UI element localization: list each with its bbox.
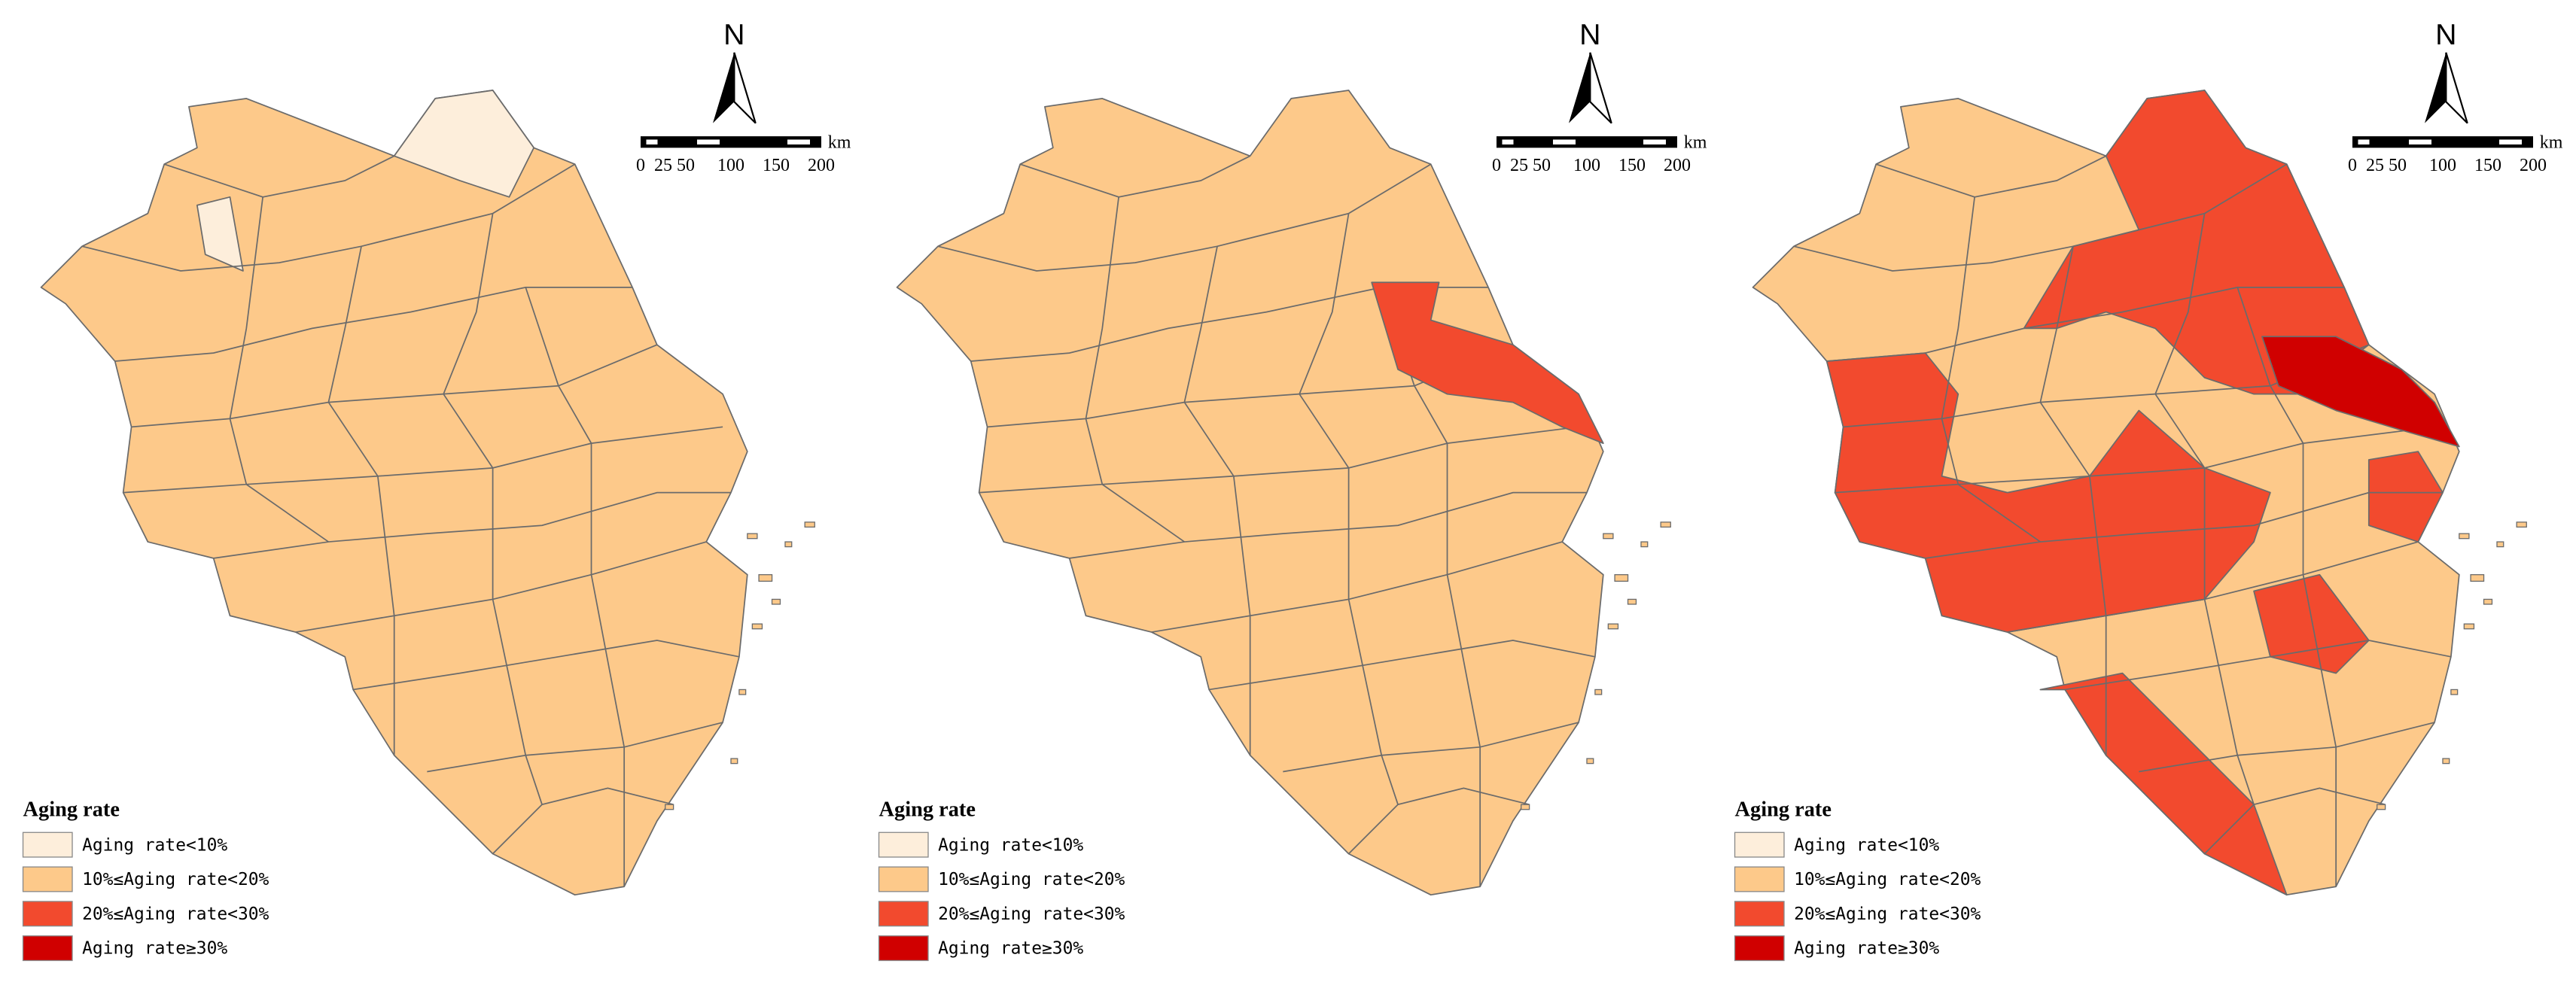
legend-label: 20%≤Aging rate<30% (82, 904, 269, 924)
legend-swatch (878, 831, 929, 858)
legend-label: 10%≤Aging rate<20% (82, 870, 269, 889)
scale-bar (1496, 136, 1677, 148)
scale-unit: km (2540, 132, 2563, 152)
region (2253, 573, 2370, 674)
legend-label: 10%≤Aging rate<20% (938, 870, 1125, 889)
scale-segment (646, 139, 658, 145)
scale-label: 0 (636, 156, 645, 175)
scale-segment (2358, 139, 2370, 145)
scale-label: 25 (2366, 156, 2384, 175)
north-arrow (1568, 52, 1591, 123)
scale-unit: km (828, 132, 851, 152)
scale-label: 100 (1573, 156, 1600, 175)
region (1825, 352, 2271, 633)
scale-label: 150 (1618, 156, 1646, 175)
legend-label: Aging rate<10% (82, 835, 227, 855)
north-arrow (2445, 52, 2468, 124)
legend-label: Aging rate≥30% (1794, 939, 1939, 959)
north-label: N (723, 18, 744, 51)
legend-label: 20%≤Aging rate<30% (1794, 904, 1981, 924)
north-arrow (1589, 52, 1612, 124)
map-panel: N 0 25 50 100 150 200 km Aging rate Aging rate<10… (878, 18, 1707, 962)
scale-segment (2408, 139, 2431, 145)
scale-segment (1552, 139, 1576, 145)
scale-label: 50 (2389, 156, 2407, 175)
north-label: N (2435, 18, 2456, 51)
scale-label: 200 (808, 156, 835, 175)
scale-segment (2498, 139, 2522, 145)
scale-label: 200 (1664, 156, 1691, 175)
legend-swatch (22, 935, 73, 962)
scale-label: 0 (1492, 156, 1501, 175)
north-arrow (712, 52, 735, 123)
north-arrow (2424, 52, 2447, 123)
legend-swatch (1734, 831, 1785, 858)
scale-label: 25 (654, 156, 672, 175)
scale-label: 100 (717, 156, 744, 175)
scale-unit: km (1684, 132, 1707, 152)
legend-swatch (878, 866, 929, 892)
region (2261, 336, 2460, 448)
north-arrow (733, 52, 757, 124)
scale-bar (640, 136, 821, 148)
region (1371, 281, 1604, 445)
legend-title: Aging rate (879, 798, 976, 821)
legend-title: Aging rate (23, 798, 120, 821)
legend-label: 20%≤Aging rate<30% (938, 904, 1125, 924)
region (896, 89, 1604, 896)
region (2039, 672, 2288, 896)
legend-swatch (878, 935, 929, 962)
legend-swatch (1734, 901, 1785, 927)
scale-segment (1502, 139, 1514, 145)
scale-label: 50 (1533, 156, 1551, 175)
scale-label: 0 (2348, 156, 2357, 175)
region (40, 89, 748, 896)
legend-title: Aging rate (1735, 798, 1832, 821)
region (196, 196, 244, 272)
scale-bar (2352, 136, 2533, 148)
region (393, 90, 535, 198)
legend-label: Aging rate≥30% (82, 939, 227, 959)
north-label: N (1579, 18, 1600, 51)
scale-segment (696, 139, 720, 145)
scale-segment (787, 139, 810, 145)
scale-label: 200 (2520, 156, 2547, 175)
scale-label: 50 (677, 156, 695, 175)
legend-swatch (22, 831, 73, 858)
legend-swatch (1734, 935, 1785, 962)
legend-label: Aging rate<10% (1794, 835, 1939, 855)
map-panel: N 0 25 50 100 150 200 km Aging rate Aging rate<10… (1734, 18, 2563, 962)
scale-label: 100 (2429, 156, 2456, 175)
legend-swatch (1734, 866, 1785, 892)
legend-label: 10%≤Aging rate<20% (1794, 870, 1981, 889)
region (2367, 451, 2444, 543)
legend-swatch (878, 901, 929, 927)
map-panel: N 0 25 50 100 150 200 km Aging rate Aging rate<10… (22, 18, 851, 962)
legend-label: Aging rate≥30% (938, 939, 1083, 959)
scale-label: 150 (763, 156, 790, 175)
scale-label: 25 (1510, 156, 1528, 175)
legend-swatch (22, 866, 73, 892)
scale-label: 150 (2474, 156, 2501, 175)
legend-label: Aging rate<10% (938, 835, 1083, 855)
scale-segment (1643, 139, 1666, 145)
legend-swatch (22, 901, 73, 927)
